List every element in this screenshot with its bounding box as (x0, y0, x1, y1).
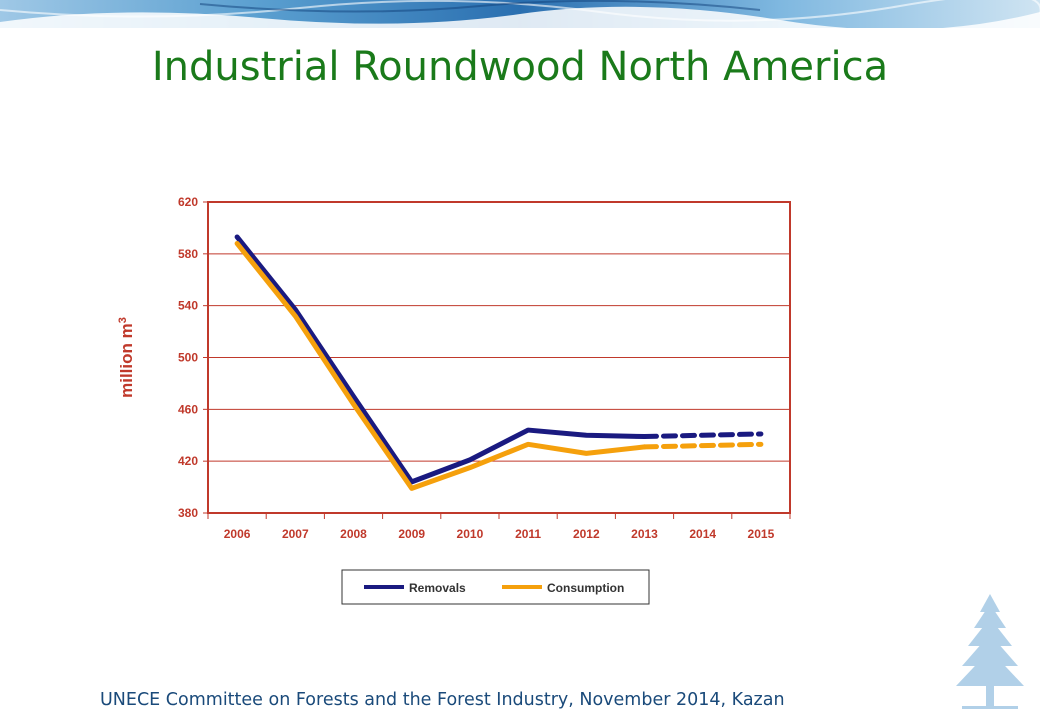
y-tick-label: 540 (178, 299, 198, 313)
x-tick-label: 2009 (398, 527, 425, 541)
y-tick-label: 620 (178, 195, 198, 209)
y-tick-label: 380 (178, 506, 198, 520)
legend: Removals Consumption (341, 569, 650, 605)
x-tick-label: 2011 (515, 527, 541, 541)
series-line-removals-actual (234, 234, 647, 485)
x-axis-ticks: 2006 2007 2008 2009 2010 2011 2012 2013 2014 2015 (207, 513, 791, 541)
y-axis-label-main: million m (117, 323, 136, 398)
x-tick-label: 2014 (689, 527, 716, 541)
x-tick-label: 2007 (282, 527, 309, 541)
x-tick-label: 2013 (631, 527, 658, 541)
data-point-removals (700, 433, 705, 438)
y-axis-label-sup: 3 (117, 317, 129, 323)
y-tick-label: 420 (178, 454, 198, 468)
data-point-consumption (642, 444, 647, 449)
y-tick-label: 460 (178, 402, 198, 416)
legend-label-removals: Removals (409, 581, 466, 595)
footer-text: UNECE Committee on Forests and the Fores… (100, 690, 785, 710)
data-point-removals (758, 431, 763, 436)
plot-area-border (207, 201, 791, 514)
y-axis-label: million m3 (117, 317, 136, 398)
data-point-removals (584, 433, 589, 438)
data-point-consumption (758, 442, 763, 447)
data-point-consumption (235, 241, 240, 246)
y-tick-label: 500 (178, 351, 198, 365)
slide-title: Industrial Roundwood North America (151, 44, 889, 90)
y-axis-ticks: 380 420 460 500 540 580 620 (178, 195, 208, 520)
y-tick-label: 580 (178, 247, 198, 261)
series-lines (234, 234, 764, 491)
tree-logo-icon (956, 594, 1024, 709)
gridlines (208, 253, 790, 462)
data-point-removals (351, 394, 356, 399)
data-point-consumption (409, 486, 414, 491)
x-tick-label: 2006 (224, 527, 251, 541)
data-point-consumption (700, 443, 705, 448)
data-point-removals (642, 434, 647, 439)
data-point-consumption (293, 314, 298, 319)
x-tick-label: 2015 (748, 527, 775, 541)
data-point-consumption (526, 442, 531, 447)
data-point-consumption (467, 465, 472, 470)
data-point-removals (293, 307, 298, 312)
data-point-removals (467, 457, 472, 462)
x-tick-label: 2008 (340, 527, 367, 541)
data-point-consumption (584, 451, 589, 456)
ocean-wave-banner (0, 0, 1040, 28)
series-line-consumption-actual (234, 240, 647, 491)
data-point-removals (526, 428, 531, 433)
legend-label-consumption: Consumption (547, 581, 624, 595)
data-point-removals (235, 234, 240, 239)
x-tick-label: 2012 (573, 527, 600, 541)
data-point-consumption (351, 402, 356, 407)
x-tick-label: 2010 (457, 527, 484, 541)
